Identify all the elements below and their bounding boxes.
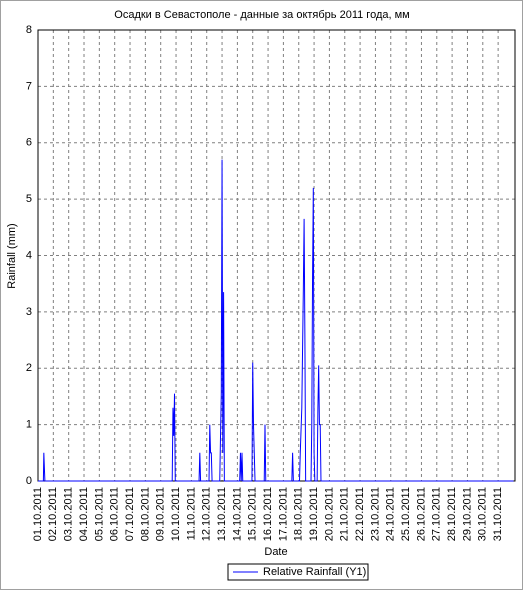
x-tick-label: 07.10.2011 — [124, 487, 136, 541]
y-tick-label: 0 — [26, 475, 32, 487]
x-tick-label: 04.10.2011 — [78, 487, 90, 541]
x-tick-label: 28.10.2011 — [446, 487, 458, 541]
y-tick-label: 6 — [26, 137, 32, 149]
x-tick-label: 22.10.2011 — [354, 487, 366, 541]
x-tick-label: 18.10.2011 — [293, 487, 305, 541]
legend-box — [227, 563, 369, 581]
x-tick-label: 03.10.2011 — [63, 487, 75, 541]
y-tick-label: 7 — [26, 80, 32, 92]
x-tick-label: 31.10.2011 — [492, 487, 504, 541]
x-tick-label: 19.10.2011 — [308, 487, 320, 541]
x-tick-label: 23.10.2011 — [369, 487, 381, 541]
y-tick-label: 5 — [26, 193, 32, 205]
x-tick-label: 24.10.2011 — [385, 487, 397, 541]
x-tick-label: 26.10.2011 — [415, 487, 427, 541]
x-tick-label: 10.10.2011 — [170, 487, 182, 541]
x-tick-label: 27.10.2011 — [431, 487, 443, 541]
x-tick-label: 25.10.2011 — [400, 487, 412, 541]
x-tick-label: 09.10.2011 — [155, 487, 167, 541]
y-tick-label: 3 — [26, 306, 32, 318]
x-tick-label: 11.10.2011 — [185, 487, 197, 540]
y-tick-label: 2 — [26, 362, 32, 374]
x-tick-label: 21.10.2011 — [339, 487, 351, 541]
x-tick-label: 17.10.2011 — [277, 487, 289, 541]
data-line — [38, 159, 514, 482]
x-tick-label: 08.10.2011 — [139, 487, 151, 541]
y-axis-label: Rainfall (mm) — [6, 223, 18, 288]
x-tick-label: 01.10.2011 — [32, 487, 44, 541]
x-tick-label: 06.10.2011 — [109, 487, 121, 541]
x-tick-label: 12.10.2011 — [201, 487, 213, 541]
x-tick-label: 02.10.2011 — [47, 487, 59, 541]
plot-area — [38, 30, 515, 481]
x-tick-label: 13.10.2011 — [216, 487, 228, 541]
x-tick-label: 29.10.2011 — [461, 487, 473, 541]
x-axis-label: Date — [264, 546, 287, 558]
x-tick-label: 16.10.2011 — [262, 487, 274, 541]
x-tick-label: 05.10.2011 — [93, 487, 105, 541]
legend-label: Relative Rainfall (Y1) — [263, 566, 366, 578]
x-tick-label: 20.10.2011 — [323, 487, 335, 541]
chart-title: Осадки в Севастополе - данные за октябрь… — [114, 9, 409, 21]
y-tick-label: 1 — [26, 419, 32, 431]
y-tick-label: 8 — [26, 24, 32, 36]
x-tick-label: 15.10.2011 — [247, 487, 259, 541]
x-tick-label: 30.10.2011 — [477, 487, 489, 541]
y-tick-label: 4 — [26, 249, 32, 261]
x-tick-label: 14.10.2011 — [231, 487, 243, 541]
